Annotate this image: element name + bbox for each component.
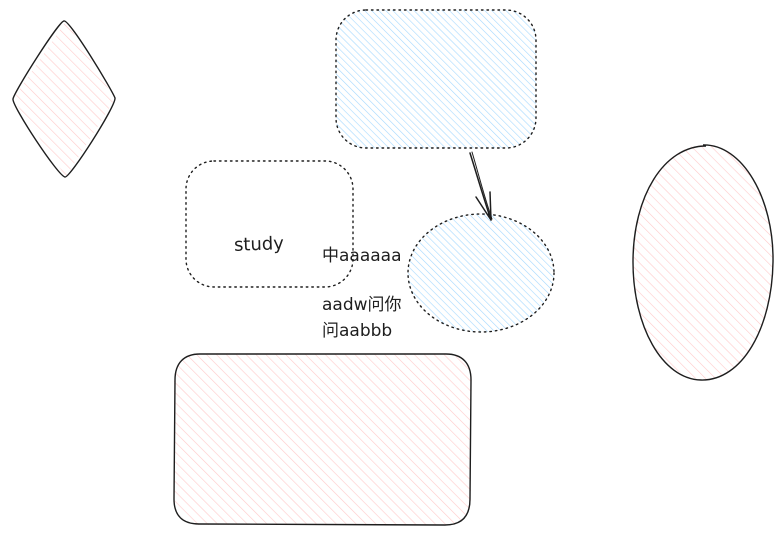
blue-circle-shape[interactable]: [407, 213, 555, 333]
blue-rectangle-shape[interactable]: [335, 9, 537, 149]
arrow-connector[interactable]: [469, 151, 493, 221]
study-label: study: [233, 233, 285, 256]
pink-ellipse-shape[interactable]: [632, 144, 774, 381]
text-label-3[interactable]: 问aabbb: [322, 321, 393, 341]
study-rectangle-shape[interactable]: [185, 160, 354, 288]
diamond-shape[interactable]: [12, 20, 116, 178]
pink-rectangle-shape[interactable]: [173, 353, 472, 526]
text-label-2[interactable]: aadw问你: [322, 295, 402, 315]
text-label-1[interactable]: 中aaaaaa: [322, 246, 402, 266]
